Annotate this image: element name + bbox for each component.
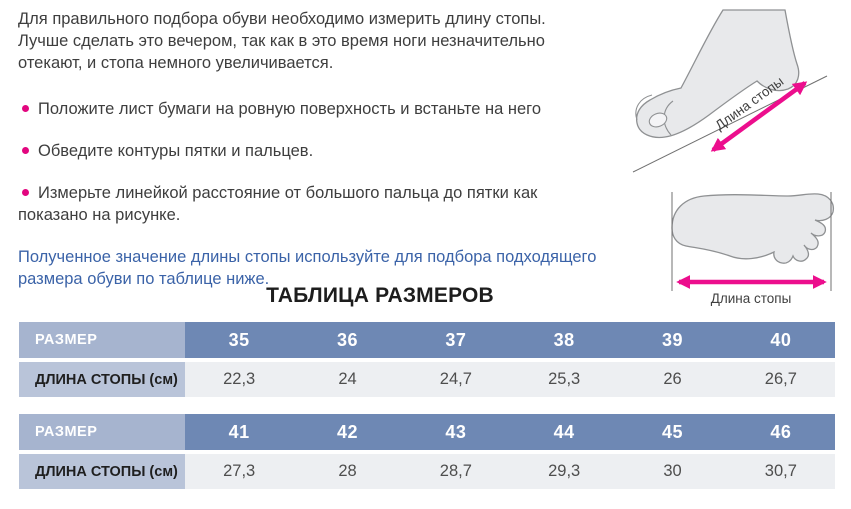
length-cell: 27,3 (185, 454, 294, 489)
measure-label: Длина стопы (711, 291, 792, 306)
length-cell: 25,3 (510, 362, 619, 397)
note-paragraph: Полученное значение длины стопы использу… (18, 248, 597, 288)
size-cell: 37 (401, 322, 510, 358)
size-cell: 40 (726, 322, 835, 358)
length-cell: 30 (618, 454, 727, 489)
size-cell: 44 (510, 414, 619, 450)
bullet-icon (22, 189, 29, 196)
length-cell: 24,7 (401, 362, 510, 397)
length-cell: 28,7 (401, 454, 510, 489)
length-row-label: ДЛИНА СТОПЫ (см) (19, 362, 185, 397)
intro-paragraph: Для правильного подбора обуви необходимо… (18, 10, 546, 72)
table-header-row: РАЗМЕР 35 36 37 38 39 40 (19, 322, 835, 358)
size-tables: РАЗМЕР 35 36 37 38 39 40 ДЛИНА СТОПЫ (см… (19, 322, 835, 489)
length-cell: 26,7 (726, 362, 835, 397)
table-data-row: ДЛИНА СТОПЫ (см) 27,3 28 28,7 29,3 30 30… (19, 454, 835, 489)
side-foot-illustration: Длина стопы (632, 9, 828, 173)
list-item-text: Измерьте линейкой расстояние от большого… (18, 184, 538, 224)
length-cell: 22,3 (185, 362, 294, 397)
size-table-41-46: РАЗМЕР 41 42 43 44 45 46 ДЛИНА СТОПЫ (см… (19, 414, 835, 489)
length-cell: 28 (293, 454, 402, 489)
foot-shape (635, 9, 800, 139)
bullet-icon (22, 105, 29, 112)
footprint-shape (671, 193, 835, 264)
list-item: Обведите контуры пятки и пальцев. (18, 140, 596, 162)
size-cell: 39 (618, 322, 727, 358)
size-cell: 35 (185, 322, 294, 358)
size-cell: 46 (726, 414, 835, 450)
size-cell: 42 (293, 414, 402, 450)
size-cell: 36 (293, 322, 402, 358)
length-row-label: ДЛИНА СТОПЫ (см) (19, 454, 185, 489)
instruction-list: Положите лист бумаги на ровную поверхнос… (18, 98, 596, 226)
size-cell: 41 (185, 414, 294, 450)
size-cell: 38 (510, 322, 619, 358)
list-item-text: Обведите контуры пятки и пальцев. (38, 142, 314, 160)
measure-arrow-icon (710, 81, 808, 152)
size-cell: 43 (401, 414, 510, 450)
size-row-label: РАЗМЕР (19, 322, 185, 358)
length-cell: 29,3 (510, 454, 619, 489)
table-data-row: ДЛИНА СТОПЫ (см) 22,3 24 24,7 25,3 26 26… (19, 362, 835, 397)
size-cell: 45 (618, 414, 727, 450)
footprint-illustration: Длина стопы (671, 192, 835, 306)
bullet-icon (22, 147, 29, 154)
table-header-row: РАЗМЕР 41 42 43 44 45 46 (19, 414, 835, 450)
length-cell: 24 (293, 362, 402, 397)
toe-detail (635, 94, 653, 121)
list-item-text: Положите лист бумаги на ровную поверхнос… (38, 100, 542, 118)
length-cell: 30,7 (726, 454, 835, 489)
list-item: Положите лист бумаги на ровную поверхнос… (18, 98, 596, 120)
toenail (648, 112, 668, 128)
instructions-block: Для правильного подбора обуви необходимо… (18, 8, 596, 290)
list-item: Измерьте линейкой расстояние от большого… (18, 182, 596, 226)
length-cell: 26 (618, 362, 727, 397)
size-table-title: ТАБЛИЦА РАЗМЕРОВ (266, 284, 494, 307)
size-table-35-40: РАЗМЕР 35 36 37 38 39 40 ДЛИНА СТОПЫ (см… (19, 322, 835, 397)
size-row-label: РАЗМЕР (19, 414, 185, 450)
